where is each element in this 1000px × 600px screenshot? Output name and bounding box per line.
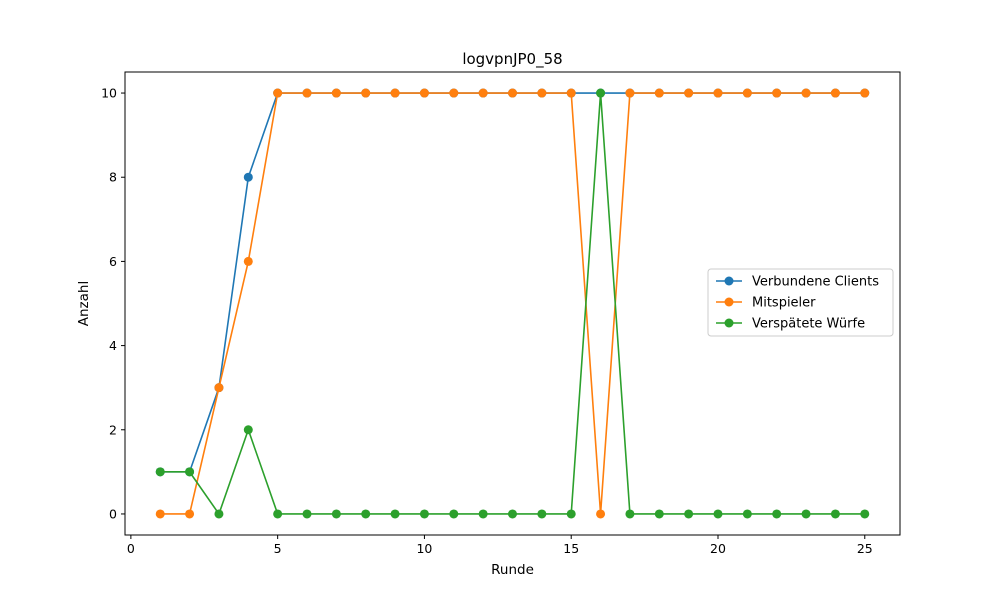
x-tick-label: 20	[710, 541, 726, 556]
data-point	[273, 509, 283, 519]
data-point	[419, 509, 429, 519]
data-point	[742, 509, 752, 519]
x-tick-label: 25	[857, 541, 873, 556]
data-point	[772, 88, 782, 98]
data-point	[390, 88, 400, 98]
data-point	[478, 509, 488, 519]
data-point	[713, 88, 723, 98]
data-point	[243, 172, 253, 182]
data-point	[684, 88, 694, 98]
data-point	[478, 88, 488, 98]
data-point	[449, 88, 459, 98]
y-tick-label: 4	[109, 338, 117, 353]
data-point	[243, 425, 253, 435]
data-point	[625, 509, 635, 519]
data-point	[155, 509, 165, 519]
data-point	[566, 509, 576, 519]
data-point	[361, 88, 371, 98]
data-point	[537, 509, 547, 519]
data-point	[508, 509, 517, 519]
data-point	[830, 88, 840, 98]
x-axis-title: Runde	[491, 562, 534, 578]
data-point	[860, 88, 870, 98]
y-axis-title: Anzahl	[76, 281, 92, 326]
y-tick-label: 8	[109, 170, 117, 185]
data-point	[390, 509, 400, 519]
legend-label: Verspätete Würfe	[752, 317, 865, 332]
x-tick-label: 15	[563, 541, 579, 556]
data-point	[801, 88, 811, 98]
data-point	[185, 467, 195, 477]
legend-box	[707, 268, 894, 337]
x-tick-label: 5	[274, 541, 282, 556]
data-point	[449, 509, 459, 519]
data-point	[654, 509, 664, 519]
legend-item: Mitspieler	[716, 296, 816, 311]
data-point	[566, 88, 576, 98]
legend-marker	[724, 318, 734, 328]
data-point	[508, 88, 517, 98]
legend: Verbundene Clients Mitspieler Verspätete W…	[707, 268, 894, 337]
data-point	[331, 509, 341, 519]
data-point	[419, 88, 429, 98]
data-point	[537, 88, 547, 98]
data-point	[361, 509, 371, 519]
data-point	[860, 509, 870, 519]
data-point	[596, 88, 606, 98]
legend-label: Verbundene Clients	[752, 275, 879, 290]
y-axis: 0 2 4 6 8 10	[101, 86, 125, 521]
legend-item: Verspätete Würfe	[716, 317, 865, 332]
legend-item: Verbundene Clients	[716, 275, 879, 290]
data-point	[772, 509, 782, 519]
data-point	[273, 88, 283, 98]
x-tick-label: 10	[416, 541, 432, 556]
data-point	[596, 509, 606, 519]
data-point	[331, 88, 341, 98]
y-tick-label: 6	[109, 254, 117, 269]
data-point	[185, 509, 195, 519]
legend-label: Mitspieler	[752, 296, 816, 311]
data-point	[214, 383, 224, 393]
x-axis: 0 5 10 15 20 25	[127, 535, 873, 556]
data-point	[713, 509, 723, 519]
data-point	[684, 509, 694, 519]
data-point	[830, 509, 840, 519]
data-point	[742, 88, 752, 98]
data-point	[625, 88, 635, 98]
data-point	[801, 509, 811, 519]
series-3	[155, 88, 870, 519]
y-tick-label: 0	[109, 506, 117, 521]
y-tick-label: 10	[101, 86, 117, 101]
data-point	[302, 509, 312, 519]
x-tick-label: 0	[127, 541, 135, 556]
chart-title: logvpnJP0_58	[462, 50, 562, 69]
y-tick-label: 2	[109, 422, 117, 437]
data-point	[654, 88, 664, 98]
data-point	[302, 88, 312, 98]
data-point	[155, 467, 165, 477]
legend-marker	[724, 297, 734, 307]
legend-marker	[724, 276, 734, 286]
series-layer	[155, 88, 870, 519]
plot-frame	[124, 71, 901, 536]
series-2	[155, 88, 870, 519]
data-point	[243, 256, 253, 266]
data-point	[214, 509, 224, 519]
